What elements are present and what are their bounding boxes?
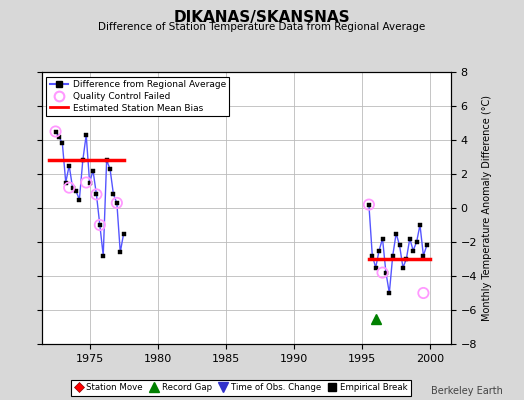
Point (51, 128, 60, 135)
Point (365, 201, 373, 208)
Point (92, 191, 101, 198)
Text: Difference of Station Temperature Data from Regional Average: Difference of Station Temperature Data f… (99, 22, 425, 32)
Point (95, 222, 104, 228)
Legend: Station Move, Record Gap, Time of Obs. Change, Empirical Break: Station Move, Record Gap, Time of Obs. C… (71, 380, 411, 396)
Legend: Difference from Regional Average, Quality Control Failed, Estimated Station Mean: Difference from Regional Average, Qualit… (47, 76, 230, 116)
Point (419, 290, 428, 296)
Point (82, 179, 90, 186)
Text: DIKANAS/SKANSNAS: DIKANAS/SKANSNAS (173, 10, 351, 25)
Y-axis label: Monthly Temperature Anomaly Difference (°C): Monthly Temperature Anomaly Difference (… (483, 95, 493, 321)
Point (113, 200, 121, 206)
Text: Berkeley Earth: Berkeley Earth (431, 386, 503, 396)
Point (65, 184, 73, 191)
Point (378, 270, 387, 276)
